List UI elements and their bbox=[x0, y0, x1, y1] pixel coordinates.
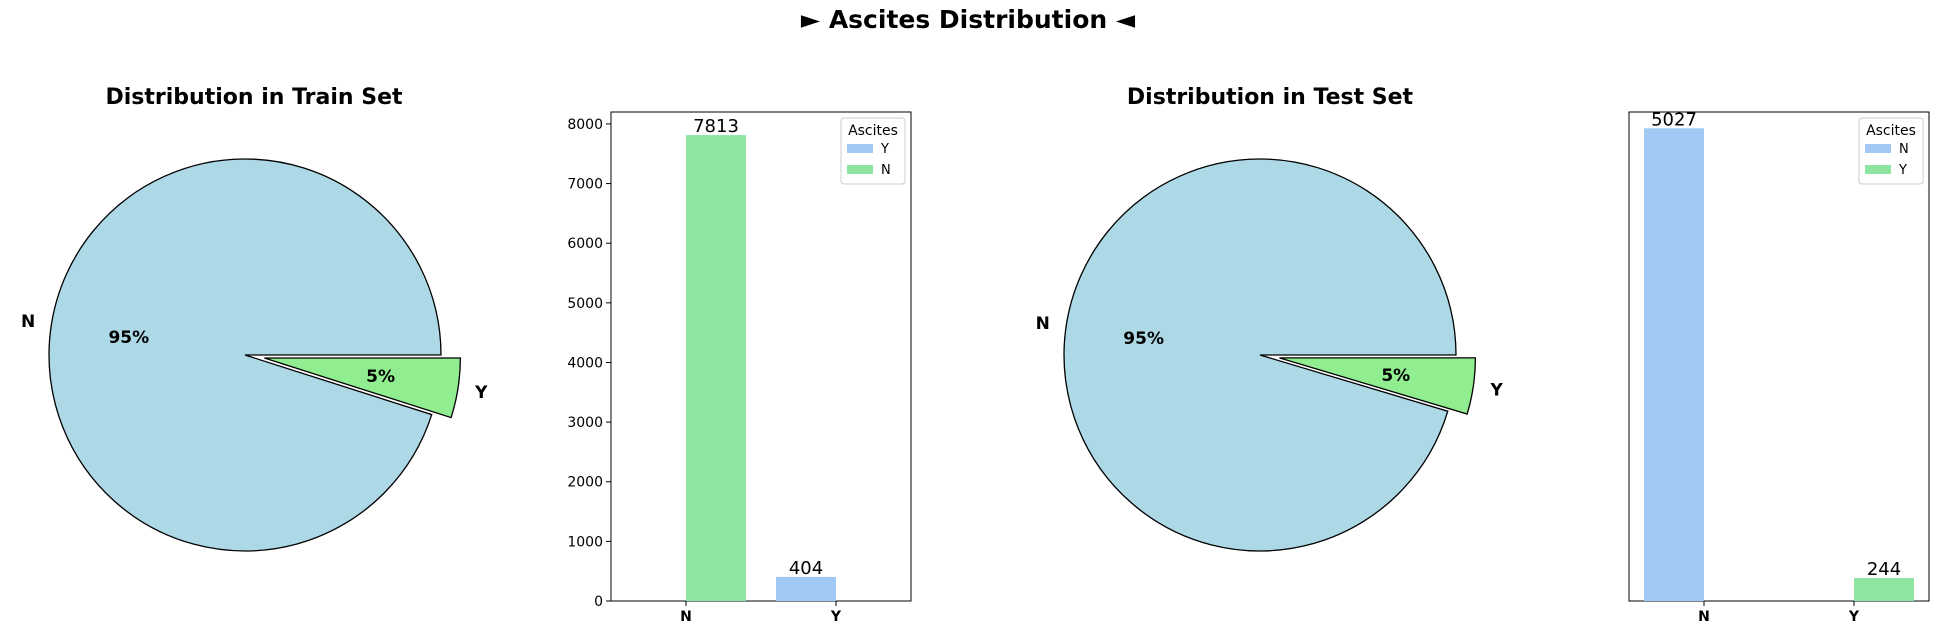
x-tick-label-N: N bbox=[680, 609, 692, 625]
pie-pct-label-Y: 5% bbox=[366, 367, 395, 387]
legend-swatch-Y bbox=[847, 144, 873, 153]
legend-title: Ascites bbox=[1866, 123, 1916, 139]
y-tick-label: 4000 bbox=[567, 355, 603, 371]
legend-swatch-N bbox=[847, 165, 873, 174]
bar-data-label-Y: 244 bbox=[1867, 559, 1901, 580]
axes-frame bbox=[611, 112, 911, 601]
y-tick-label: 6000 bbox=[567, 236, 603, 252]
legend-swatch-N bbox=[1865, 144, 1891, 153]
legend-label-Y: Y bbox=[1898, 163, 1907, 178]
y-tick-label: 7000 bbox=[567, 177, 603, 193]
x-tick-label-N: N bbox=[1698, 609, 1710, 625]
train-bar-chart: 0 1000 2000 3000 4000 5000 6000 7000 8000 N 7813 Y 4… bbox=[567, 112, 911, 625]
bar-N-N bbox=[686, 135, 746, 601]
y-tick-label: 2000 bbox=[567, 475, 603, 491]
y-tick-label: 5000 bbox=[567, 296, 603, 312]
legend-title: Ascites bbox=[848, 123, 898, 139]
legend-swatch-Y bbox=[1865, 165, 1891, 174]
chart-title: Distribution in Test Set bbox=[1127, 85, 1414, 110]
bar-N-N bbox=[1644, 128, 1704, 601]
legend-label-Y: Y bbox=[880, 142, 889, 157]
bar-Y-Y bbox=[1854, 578, 1914, 601]
y-tick-label: 1000 bbox=[567, 534, 603, 550]
chart-title: Distribution in Train Set bbox=[106, 85, 403, 110]
legend-label-N: N bbox=[1899, 142, 1909, 157]
pie-label-Y: Y bbox=[1489, 381, 1503, 401]
train-pie-chart: N 95% Y 5% Distribution in Train Set bbox=[21, 85, 488, 551]
bar-data-label-N: 5027 bbox=[1651, 109, 1697, 130]
pie-pct-label-Y: 5% bbox=[1381, 366, 1410, 386]
pie-pct-label-N: 95% bbox=[1123, 329, 1164, 349]
y-tick-label: 8000 bbox=[567, 117, 603, 133]
test-pie-chart: N 95% Y 5% Distribution in Test Set bbox=[1036, 85, 1504, 551]
pie-slice-N bbox=[49, 159, 441, 551]
y-tick-label: 3000 bbox=[567, 415, 603, 431]
pie-label-N: N bbox=[21, 312, 35, 332]
pie-label-N: N bbox=[1036, 314, 1050, 334]
pie-pct-label-N: 95% bbox=[108, 328, 149, 348]
pie-label-Y: Y bbox=[474, 383, 488, 403]
bar-data-label-N: 7813 bbox=[693, 116, 739, 137]
legend-label-N: N bbox=[881, 163, 891, 178]
bar-Y-Y bbox=[776, 577, 836, 601]
bar-data-label-Y: 404 bbox=[789, 558, 823, 579]
x-tick-label-Y: Y bbox=[1848, 609, 1860, 625]
legend: Ascites NY bbox=[1859, 118, 1923, 184]
x-tick-label-Y: Y bbox=[830, 609, 842, 625]
pie-slice-N bbox=[1064, 159, 1456, 551]
y-tick-label: 0 bbox=[594, 594, 603, 610]
figure-suptitle: ► Ascites Distribution ◄ bbox=[801, 5, 1136, 34]
legend: Ascites YN bbox=[841, 118, 905, 184]
